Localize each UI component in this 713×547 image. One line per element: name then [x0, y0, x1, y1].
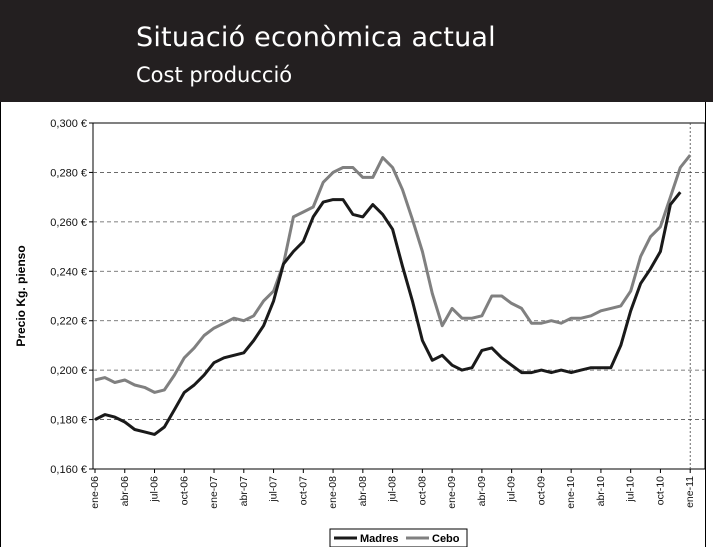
frame-border-left — [0, 102, 1, 547]
x-tick-label: oct-06 — [178, 476, 190, 505]
x-tick-label: jul-10 — [625, 476, 637, 503]
x-tick-label: jul-08 — [387, 476, 399, 503]
x-tick-label: jul-09 — [506, 476, 518, 503]
y-tick-label: 0,200 € — [50, 365, 87, 377]
x-tick-label: ene-06 — [89, 476, 101, 509]
x-tick-label: abr-10 — [595, 476, 607, 507]
y-axis-label: Precio Kg. pienso — [14, 245, 28, 346]
x-tick-label: oct-10 — [654, 476, 666, 505]
x-axis: ene-06 abr-06 jul-06 oct-06 ene-07 abr-07 jul-… — [89, 469, 696, 509]
x-tick-label: abr-08 — [357, 476, 369, 507]
x-tick-label: ene-10 — [565, 476, 577, 509]
legend: Madres Cebo — [329, 528, 468, 547]
slide-header: Situació econòmica actual Cost producció — [0, 0, 713, 102]
x-tick-label: oct-07 — [297, 476, 309, 505]
series-line-cebo — [94, 154, 692, 394]
y-axis: 0,160 € 0,180 € 0,200 € 0,220 € 0,240 € 0,260… — [50, 118, 93, 476]
series-lines — [94, 154, 692, 436]
x-tick-label: jul-06 — [149, 476, 161, 503]
series-line-madres — [94, 191, 682, 436]
gridlines — [93, 123, 705, 469]
y-tick-label: 0,220 € — [50, 316, 87, 328]
y-tick-label: 0,280 € — [50, 167, 87, 179]
y-tick-label: 0,300 € — [50, 118, 87, 130]
x-tick-label: abr-07 — [238, 476, 250, 507]
x-tick-label: ene-11 — [684, 476, 696, 508]
x-tick-label: oct-08 — [416, 476, 428, 505]
slide-title: Situació econòmica actual — [136, 22, 496, 53]
y-tick-label: 0,160 € — [50, 464, 87, 476]
y-tick-label: 0,240 € — [50, 266, 87, 278]
x-tick-label: abr-06 — [119, 476, 131, 507]
x-tick-label: oct-09 — [535, 476, 547, 505]
slide-subtitle: Cost producció — [136, 63, 293, 87]
x-tick-label: ene-08 — [327, 476, 339, 509]
x-tick-label: jul-07 — [268, 476, 280, 503]
x-tick-label: ene-07 — [208, 476, 220, 509]
legend-label-cebo: Cebo — [432, 533, 460, 545]
x-tick-label: ene-09 — [446, 476, 458, 509]
legend-label-madres: Madres — [360, 533, 399, 545]
plot-area — [92, 122, 706, 470]
legend-box — [329, 528, 468, 547]
y-tick-label: 0,180 € — [50, 415, 87, 427]
x-tick-label: abr-09 — [476, 476, 488, 507]
y-tick-label: 0,260 € — [50, 217, 87, 229]
